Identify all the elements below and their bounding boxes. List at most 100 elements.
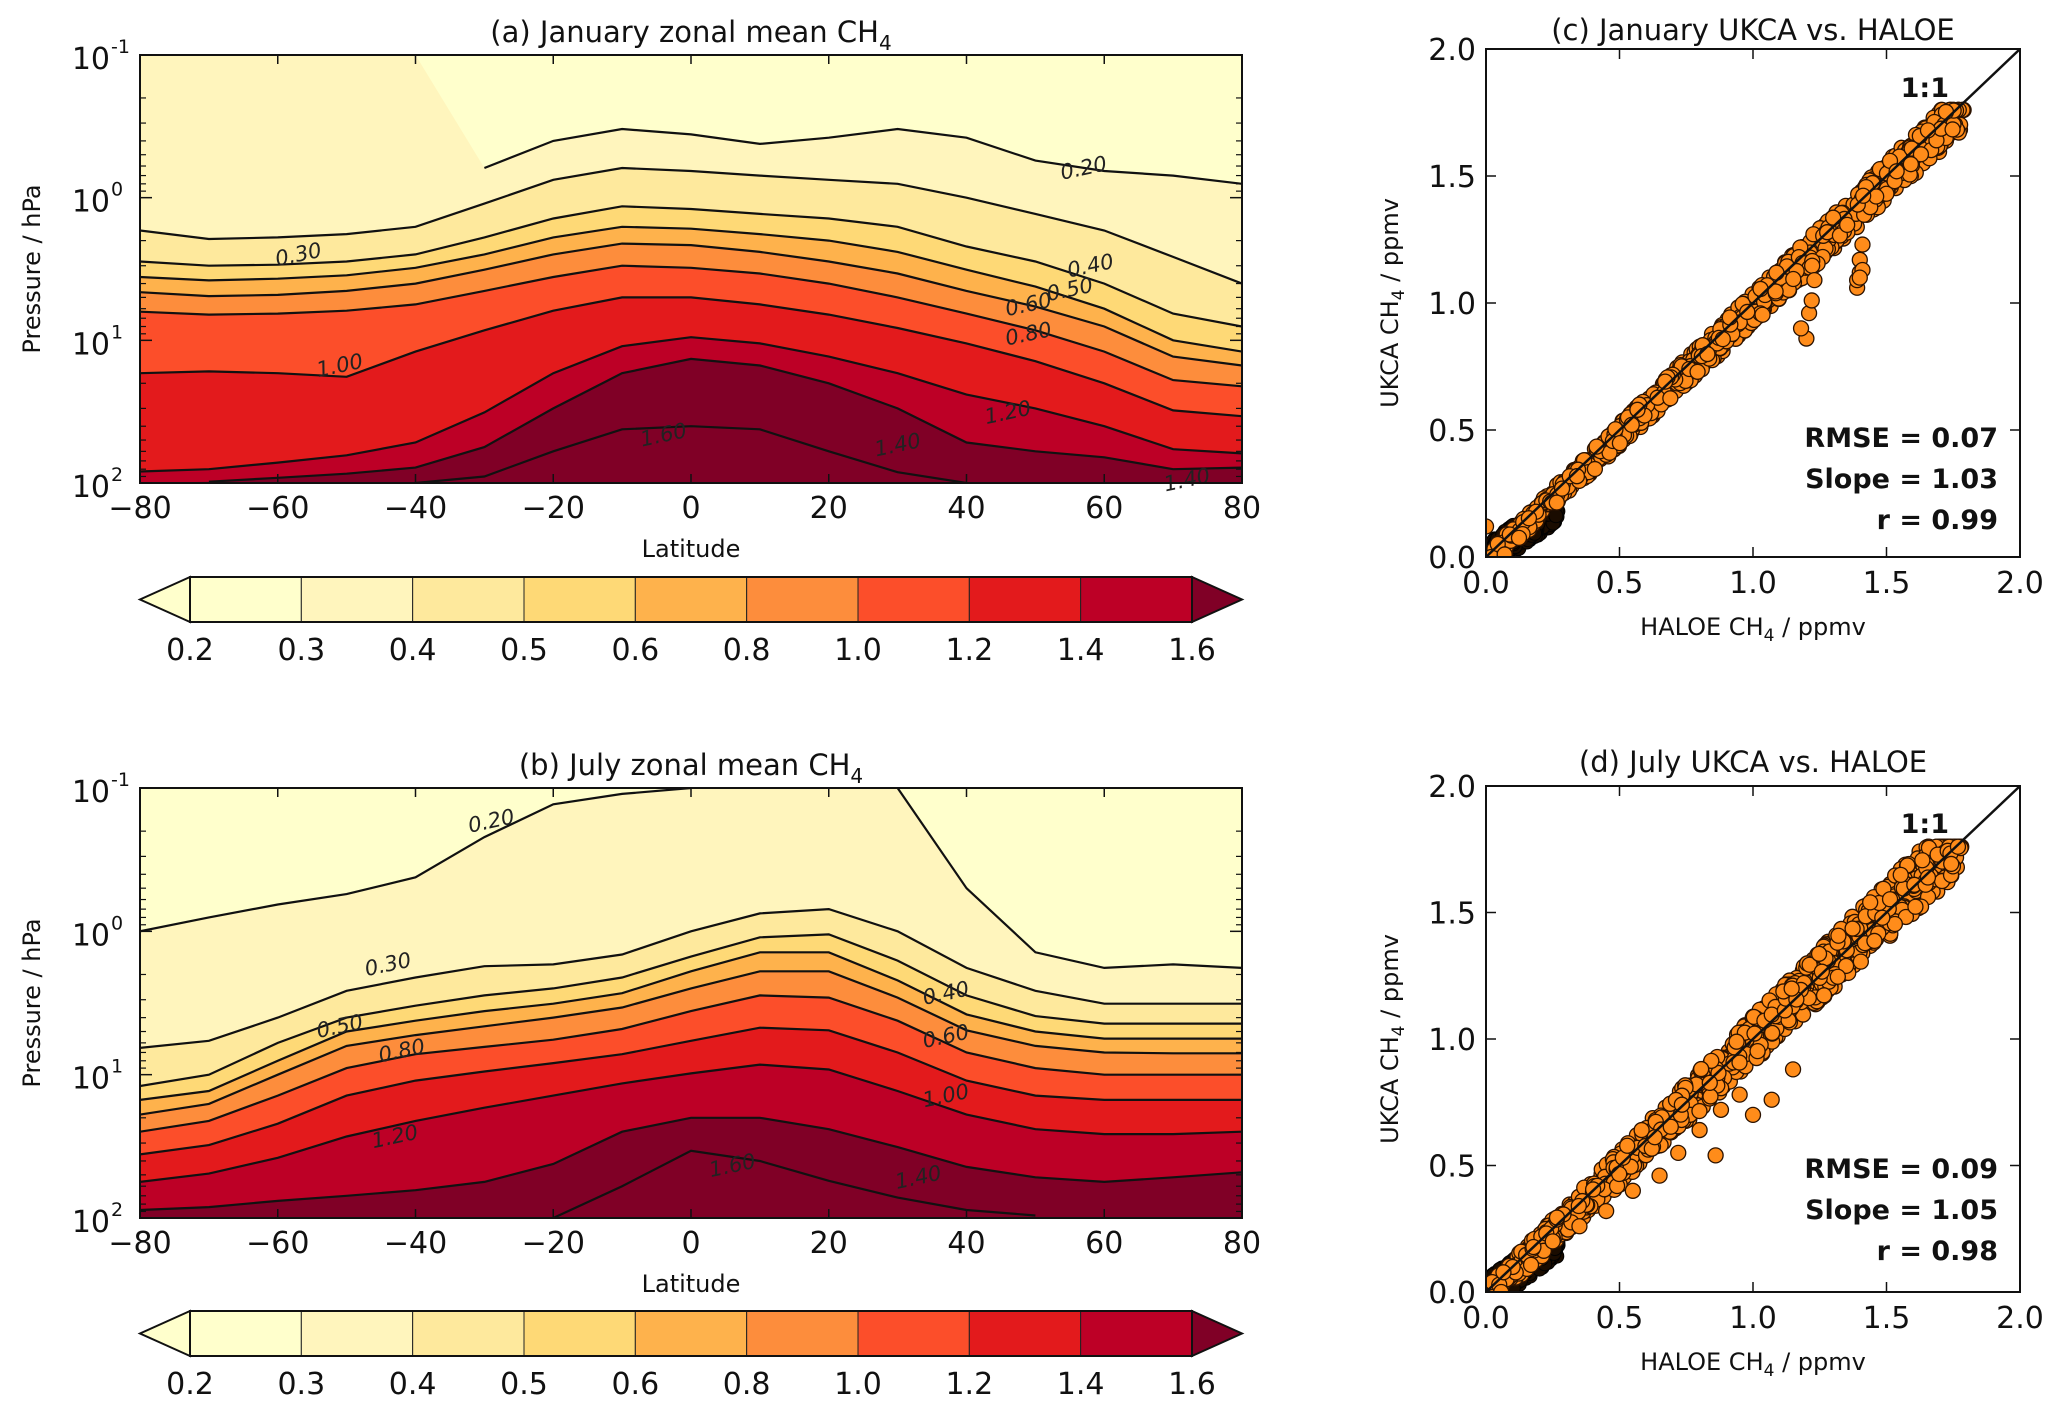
scatter-point — [1866, 932, 1883, 950]
colorbar-segment — [857, 576, 970, 623]
panel-b-ylabel: Pressure / hPa — [18, 918, 46, 1087]
x-tick-label: 0.5 — [1596, 566, 1644, 601]
panel-c-one-to-one-label: 1:1 — [1901, 73, 1949, 104]
y-tick-exponent: 2 — [111, 1199, 123, 1221]
scatter-point — [1892, 866, 1909, 884]
scatter-point-outlier — [1712, 1101, 1730, 1118]
panel-d-one-to-one-label: 1:1 — [1901, 809, 1949, 840]
colorbar-tick-label: 0.6 — [611, 633, 659, 668]
contour-line-0.3 — [140, 907, 1242, 1049]
scatter-point — [1633, 1121, 1650, 1139]
contour-fill-1.4 — [140, 358, 1242, 483]
y-tick-label: 1.5 — [1428, 160, 1476, 195]
panel-c-rmse: RMSE = 0.07 — [1804, 423, 1998, 454]
x-tick-label: 60 — [1085, 491, 1123, 526]
x-tick-label: 0.0 — [1462, 566, 1510, 601]
y-tick-label: 10 — [72, 42, 110, 77]
colorbar-tick-label: 1.4 — [1057, 633, 1105, 668]
scatter-point — [1907, 898, 1924, 915]
scatter-point — [1611, 435, 1629, 452]
scatter-point — [1662, 1118, 1679, 1135]
contour-line-0.8 — [140, 264, 1242, 388]
colorbar-frame — [189, 576, 1193, 623]
scatter-point — [1912, 146, 1930, 163]
colorbar-segment — [968, 1310, 1082, 1357]
panel-d-points — [1486, 838, 1970, 1292]
scatter-point — [1801, 956, 1818, 973]
panel-c-title: (c) January UKCA vs. HALOE — [1551, 13, 1955, 47]
scatter-point — [1714, 330, 1731, 348]
panel-a-contour-lines — [140, 127, 1242, 483]
scatter-point — [1548, 1209, 1566, 1226]
scatter-point — [1813, 963, 1831, 980]
contour-line-0.6 — [140, 242, 1242, 367]
colorbar-segment — [523, 576, 636, 623]
y-tick-label: 0.0 — [1428, 541, 1476, 576]
scatter-point — [1852, 953, 1869, 970]
panel-b: (b) July zonal mean CH4 0.200.300.400.50… — [18, 748, 1261, 1298]
panel-a-ylabel: Pressure / hPa — [18, 184, 46, 353]
scatter-point — [1739, 303, 1756, 321]
scatter-point — [1881, 891, 1899, 908]
panel-b-title: (b) July zonal mean CH4 — [519, 748, 863, 788]
scatter-point — [1888, 163, 1905, 180]
contour-line-0.5 — [140, 951, 1242, 1101]
contour-line-0.5 — [140, 225, 1242, 353]
scatter-point-outlier — [1707, 1147, 1724, 1164]
colorbar-frame — [189, 1310, 1193, 1357]
contour-line-0.4 — [140, 205, 1242, 328]
scatter-point — [1689, 363, 1706, 380]
colorbar-tick-label: 0.4 — [389, 1367, 437, 1402]
colorbar-tick-label: 1.2 — [945, 633, 993, 668]
x-tick-label: 1.0 — [1729, 1301, 1777, 1336]
contour-line-1.4 — [140, 1116, 1242, 1212]
panel-a-xaxis: −80 −60 −40 −20 0 20 40 60 80 — [108, 55, 1261, 526]
colorbar-extend-low — [137, 1309, 191, 1358]
x-tick-label: −20 — [522, 1226, 585, 1261]
colorbar-tick-label: 0.8 — [723, 633, 771, 668]
colorbar-segment — [1080, 1310, 1193, 1357]
y-tick-label: 0.0 — [1428, 1276, 1476, 1311]
contour-line-0.2 — [140, 788, 692, 933]
x-tick-label: 2.0 — [1996, 566, 2044, 601]
panel-c-xlabel: HALOE CH4 / ppmv — [1640, 613, 1866, 646]
scatter-point — [1839, 216, 1856, 234]
scatter-point — [1902, 156, 1920, 173]
panel-d-title: (d) July UKCA vs. HALOE — [1579, 745, 1927, 779]
y-tick-label: 10 — [72, 1205, 110, 1240]
scatter-point-outlier — [1806, 271, 1823, 289]
panel-b-xaxis: −80 −60 −40 −20 0 20 40 60 80 — [108, 788, 1261, 1261]
x-tick-label: −40 — [384, 1226, 447, 1261]
colorbar-segment — [300, 1310, 414, 1357]
scatter-point — [1731, 1054, 1748, 1071]
scatter-point — [1763, 1024, 1781, 1042]
scatter-point — [1656, 373, 1674, 390]
scatter-point — [1944, 121, 1961, 138]
colorbar-tick-label: 0.6 — [611, 1367, 659, 1402]
y-tick-label: 10 — [72, 1062, 110, 1097]
y-tick-label: 0.5 — [1428, 414, 1476, 449]
y-tick-label: 1.0 — [1428, 287, 1476, 322]
scatter-point — [1919, 869, 1937, 886]
colorbar-tick-label: 1.2 — [945, 1367, 993, 1402]
panel-c-points — [1486, 101, 1972, 557]
panel-d: (d) July UKCA vs. HALOE 1:1 RMSE = 0.09 … — [1376, 745, 2044, 1381]
colorbar-tick-label: 0.4 — [389, 633, 437, 668]
x-tick-label: 20 — [810, 491, 848, 526]
scatter-point — [1692, 1060, 1710, 1078]
x-tick-label: 0 — [681, 491, 700, 526]
scatter-point — [1662, 390, 1679, 407]
contour-line-0.2 — [483, 127, 1242, 185]
colorbar-tick-label: 0.3 — [277, 1367, 325, 1402]
scatter-point — [1746, 1025, 1763, 1042]
x-tick-label: −40 — [384, 491, 447, 526]
colorbar-extend-low — [137, 575, 191, 624]
scatter-point — [1522, 1256, 1540, 1274]
scatter-point — [1830, 927, 1847, 944]
contour-line-0.4 — [140, 933, 1242, 1088]
scatter-point-outlier — [1571, 1218, 1588, 1235]
x-tick-label: 80 — [1223, 491, 1261, 526]
y-tick-exponent: 2 — [111, 464, 123, 486]
